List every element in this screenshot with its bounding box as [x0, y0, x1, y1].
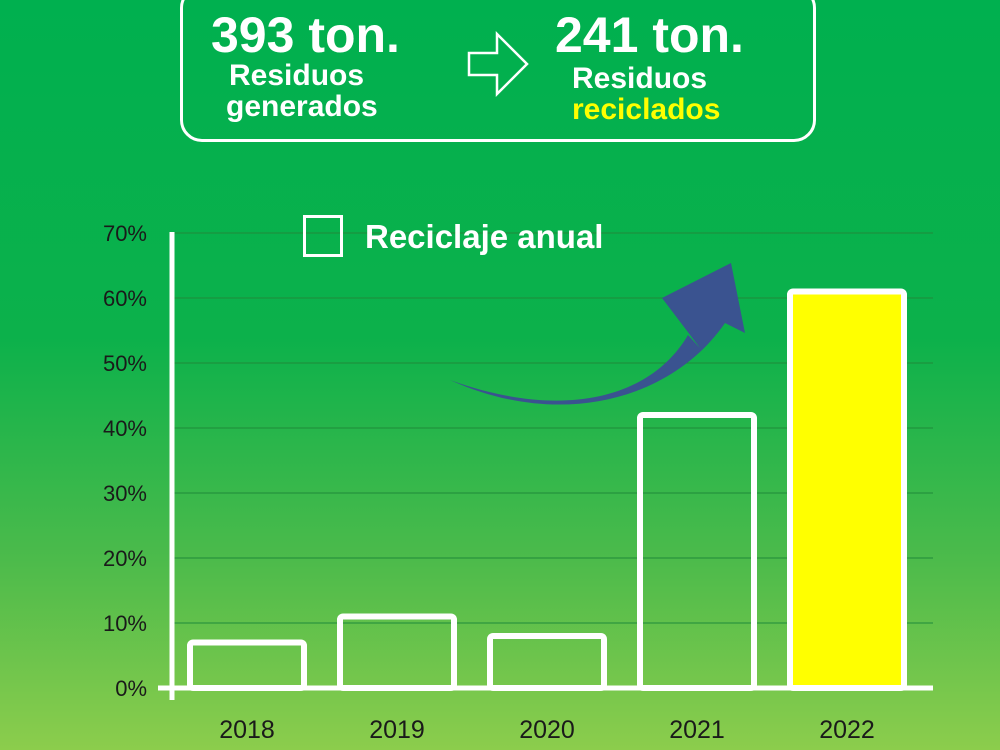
y-tick-label: 30%	[103, 481, 147, 506]
bar-2022	[787, 288, 907, 691]
y-tick-label: 50%	[103, 351, 147, 376]
x-tick-label-2020: 2020	[519, 716, 575, 744]
x-tick-labels: 2018 2019 2020 2021 2022	[219, 716, 875, 744]
x-tick-label-2019: 2019	[369, 716, 425, 744]
recycled-label-line1: Residuos	[572, 62, 708, 95]
curved-up-arrow-icon	[450, 263, 745, 405]
y-tick-labels: 0% 10% 20% 30% 40% 50% 60% 70%	[103, 221, 147, 701]
recycled-amount: 241 ton.	[555, 7, 744, 63]
right-arrow-outline-icon	[467, 30, 529, 98]
y-tick-label: 40%	[103, 416, 147, 441]
x-tick-label-2022: 2022	[819, 716, 875, 744]
x-tick-label-2018: 2018	[219, 716, 275, 744]
y-tick-label: 10%	[103, 611, 147, 636]
legend-swatch	[303, 215, 343, 257]
y-tick-label: 20%	[103, 546, 147, 571]
generated-label-line2: generados	[226, 90, 378, 123]
generated-amount: 393 ton.	[211, 7, 400, 63]
bar-2019	[337, 613, 457, 691]
generated-label-line1: Residuos	[229, 59, 365, 92]
recycled-label-line2: reciclados	[572, 93, 721, 126]
y-tick-label: 0%	[115, 676, 147, 701]
bar-2018	[187, 639, 307, 691]
bar-2021	[637, 412, 757, 691]
y-tick-label: 60%	[103, 286, 147, 311]
summary-box	[180, 0, 816, 142]
legend-label: Reciclaje anual	[365, 218, 604, 255]
x-tick-label-2021: 2021	[669, 716, 725, 744]
bar-2020	[487, 633, 607, 691]
y-tick-label: 70%	[103, 221, 147, 246]
bars	[187, 288, 907, 691]
